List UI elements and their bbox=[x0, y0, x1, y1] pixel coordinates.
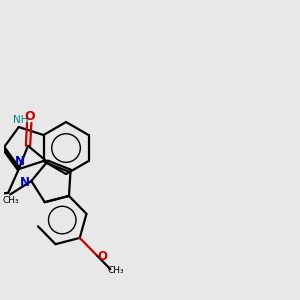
Text: N: N bbox=[20, 176, 30, 188]
Text: O: O bbox=[24, 110, 34, 123]
Text: N: N bbox=[15, 155, 25, 168]
Text: CH₃: CH₃ bbox=[3, 196, 20, 205]
Text: CH₃: CH₃ bbox=[108, 266, 124, 275]
Text: O: O bbox=[98, 250, 108, 263]
Text: NH: NH bbox=[13, 115, 28, 124]
